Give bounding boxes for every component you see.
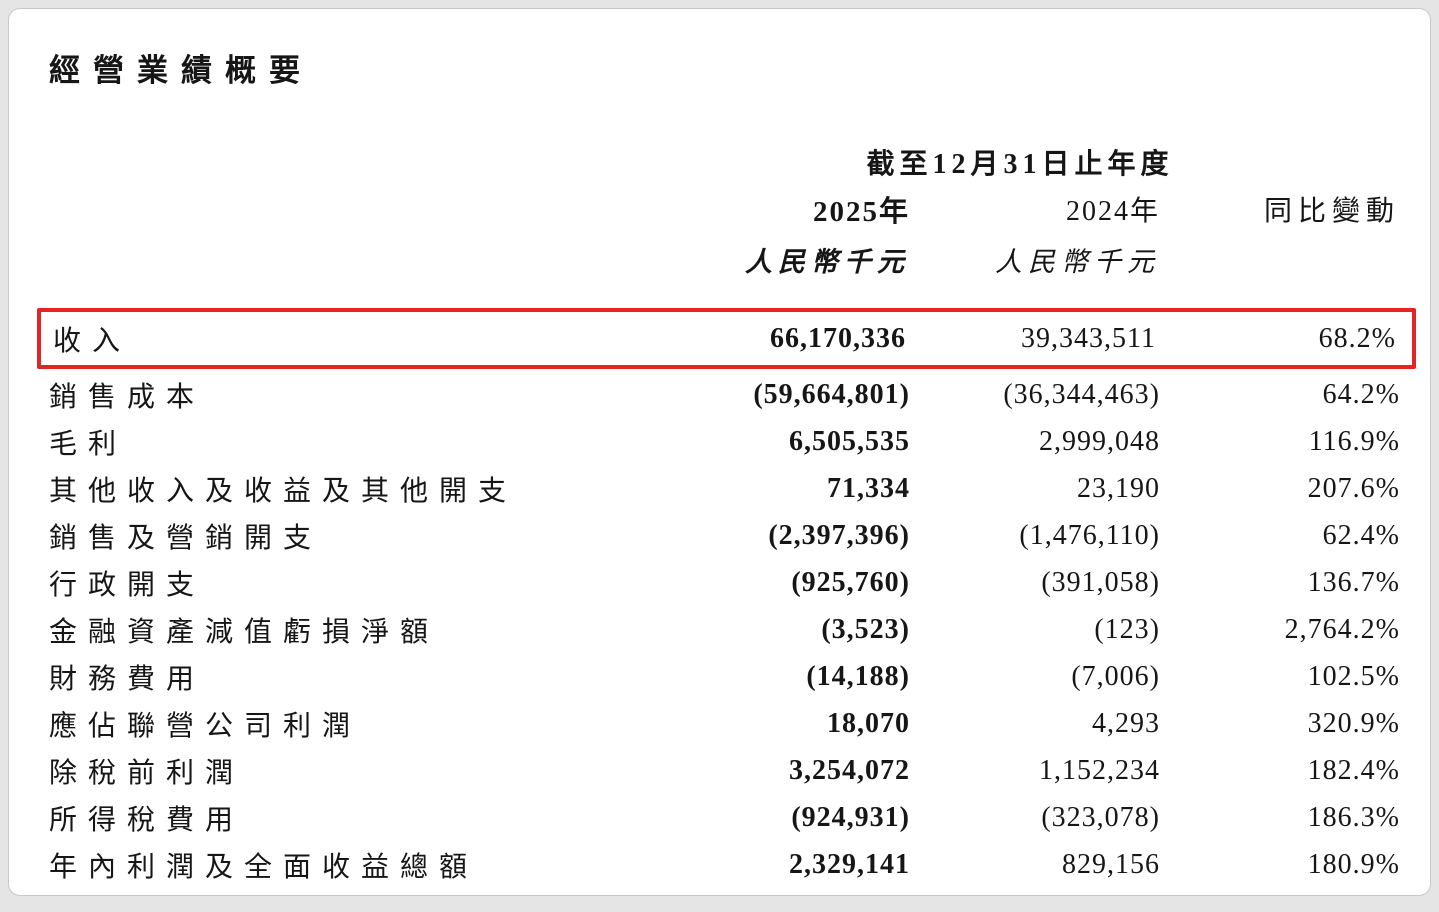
table-body: 收入 66,170,336 39,343,511 68.2% 銷售成本 (59,… <box>37 308 1416 888</box>
value-2024: 829,156 <box>1062 848 1160 880</box>
table-row: 銷售及營銷開支 (2,397,396) (1,476,110) 62.4% <box>49 512 1400 559</box>
value-2024: (391,058) <box>1041 566 1160 598</box>
row-label: 所得稅費用 <box>49 804 245 836</box>
value-2025: 71,334 <box>827 472 910 504</box>
value-2024: (36,344,463) <box>1003 378 1160 410</box>
change-value: 186.3% <box>1307 801 1400 833</box>
change-value: 64.2% <box>1322 378 1400 410</box>
row-label: 毛利 <box>49 428 128 460</box>
value-2025: (925,760) <box>791 566 910 598</box>
change-value: 180.9% <box>1307 848 1400 880</box>
change-value: 116.9% <box>1308 425 1400 457</box>
value-2024: 39,343,511 <box>1021 322 1156 354</box>
row-label: 應佔聯營公司利潤 <box>49 710 362 742</box>
value-2025: 2,329,141 <box>789 848 910 880</box>
table-year-header-row: 2025年 2024年 同比變動 <box>49 182 1400 236</box>
row-label: 其他收入及收益及其他開支 <box>49 475 518 507</box>
change-value: 182.4% <box>1307 754 1400 786</box>
change-value: 320.9% <box>1307 707 1400 739</box>
value-2025: (3,523) <box>821 613 910 645</box>
row-label: 行政開支 <box>49 569 206 601</box>
page-title: 經營業績概要 <box>49 53 313 88</box>
value-2024: 23,190 <box>1077 472 1160 504</box>
change-value: 68.2% <box>1318 322 1396 354</box>
row-label: 除稅前利潤 <box>49 757 245 789</box>
row-label: 銷售成本 <box>49 381 206 413</box>
table-unit-header-row: 人民幣千元 人民幣千元 <box>49 236 1400 282</box>
document-page: 經營業績概要 截至12月31日止年度 2025年 2024年 同比變動 人民幣千… <box>8 8 1431 896</box>
col-header-2025: 2025年 <box>812 196 910 228</box>
row-label: 財務費用 <box>49 663 206 695</box>
value-2024: (1,476,110) <box>1019 519 1160 551</box>
change-value: 62.4% <box>1322 519 1400 551</box>
value-2024: 2,999,048 <box>1039 425 1160 457</box>
change-value: 207.6% <box>1307 472 1400 504</box>
value-2025: 3,254,072 <box>789 754 910 786</box>
value-2025: 66,170,336 <box>770 322 906 354</box>
unit-2024: 人民幣千元 <box>995 246 1160 277</box>
row-label: 年內利潤及全面收益總額 <box>49 851 479 883</box>
table-row: 年內利潤及全面收益總額 2,329,141 829,156 180.9% <box>49 841 1400 888</box>
value-2024: (323,078) <box>1041 801 1160 833</box>
value-2025: (2,397,396) <box>768 519 910 551</box>
value-2024: 4,293 <box>1092 707 1160 739</box>
table-row: 應佔聯營公司利潤 18,070 4,293 320.9% <box>49 700 1400 747</box>
value-2024: (7,006) <box>1071 660 1160 692</box>
change-value: 136.7% <box>1307 566 1400 598</box>
change-value: 102.5% <box>1307 660 1400 692</box>
table-period-header-row: 截至12月31日止年度 <box>49 142 1400 182</box>
col-header-2024: 2024年 <box>1065 196 1160 227</box>
table-row: 銷售成本 (59,664,801) (36,344,463) 64.2% <box>49 371 1400 418</box>
value-2025: 6,505,535 <box>789 425 910 457</box>
value-2024: (123) <box>1094 613 1160 645</box>
col-header-change: 同比變動 <box>1263 196 1400 227</box>
value-2025: (924,931) <box>791 801 910 833</box>
value-2024: 1,152,234 <box>1039 754 1160 786</box>
table-row: 財務費用 (14,188) (7,006) 102.5% <box>49 653 1400 700</box>
table-row: 除稅前利潤 3,254,072 1,152,234 182.4% <box>49 747 1400 794</box>
value-2025: 18,070 <box>827 707 910 739</box>
table-row: 毛利 6,505,535 2,999,048 116.9% <box>49 418 1400 465</box>
unit-2025: 人民幣千元 <box>745 246 910 277</box>
table-row: 行政開支 (925,760) (391,058) 136.7% <box>49 559 1400 606</box>
row-label: 收入 <box>53 325 132 357</box>
highlighted-table-row: 收入 66,170,336 39,343,511 68.2% <box>37 308 1416 369</box>
period-header: 截至12月31日止年度 <box>866 149 1174 180</box>
table-row: 所得稅費用 (924,931) (323,078) 186.3% <box>49 794 1400 841</box>
value-2025: (59,664,801) <box>753 378 910 410</box>
table-row: 其他收入及收益及其他開支 71,334 23,190 207.6% <box>49 465 1400 512</box>
change-value: 2,764.2% <box>1284 613 1400 645</box>
value-2025: (14,188) <box>806 660 910 692</box>
table-row: 金融資產減值虧損淨額 (3,523) (123) 2,764.2% <box>49 606 1400 653</box>
row-label: 金融資產減值虧損淨額 <box>49 616 440 648</box>
financial-table: 截至12月31日止年度 2025年 2024年 同比變動 人民幣千元 人民幣千元… <box>37 142 1416 888</box>
row-label: 銷售及營銷開支 <box>49 522 323 554</box>
